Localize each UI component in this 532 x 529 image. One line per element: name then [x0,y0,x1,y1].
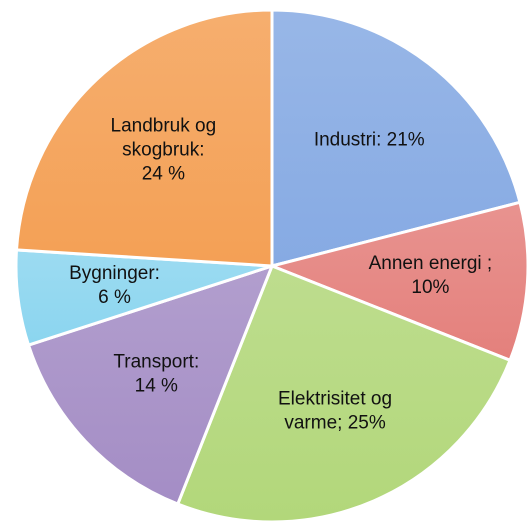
slice-label: Elektrisitet og varme; 25% [278,389,392,434]
slice-label: Landbruk og skogbruk: 24 % [111,115,217,184]
slice-label: Industri: 21% [314,130,425,151]
pie-slice [14,8,274,268]
slice-label: Annen energi ; 10% [369,253,493,298]
pie-slice [267,200,530,363]
slice-label: Bygninger: 6 % [69,263,160,308]
pie-slice [175,264,512,524]
pie-slice [270,8,522,268]
slice-label: Transport: 14 % [113,352,199,397]
